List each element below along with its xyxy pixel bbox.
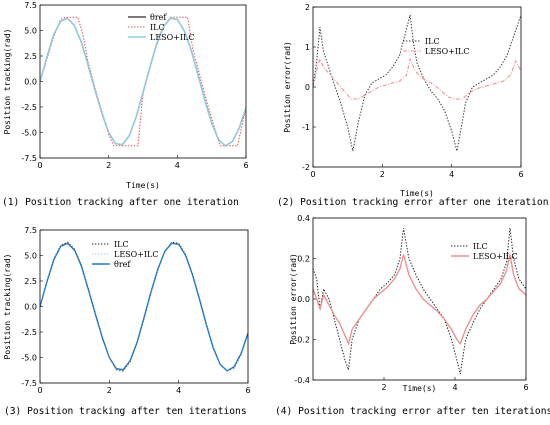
chart-1: -7.5 -5.0 -2.5 0.0 2.5 5.0 7.5 0 2 4 6 Time(s) Posit… bbox=[3, 1, 249, 190]
legend-label-2: LESO+ILC bbox=[473, 252, 518, 261]
x-tick-label-4: 6 bbox=[518, 170, 523, 179]
x-tick-label-1: 2 bbox=[381, 383, 386, 392]
legend-label-1: ILC bbox=[425, 37, 440, 46]
y-tick-label-2: -1 bbox=[302, 123, 310, 132]
x-axis-label: Time(s) bbox=[400, 189, 434, 198]
y-tick-label-1: -0.4 bbox=[294, 376, 310, 385]
y-tick-label-4: 1 bbox=[305, 43, 310, 52]
x-tick-label-2: 2 bbox=[106, 161, 111, 170]
plot-frame bbox=[39, 4, 247, 159]
legend-label-1: ILC bbox=[114, 240, 129, 249]
caption-4: (4) Position tracking error after ten it… bbox=[275, 406, 550, 417]
y-tick-label-4: 0.0 bbox=[24, 78, 37, 87]
x-tick-label-2: 4 bbox=[452, 383, 457, 392]
legend-label-2: LESO+ILC bbox=[114, 250, 159, 259]
series-line-1 bbox=[40, 241, 248, 372]
x-axis-label: Time(s) bbox=[403, 384, 437, 393]
y-tick-label-7: 7.5 bbox=[24, 226, 37, 235]
y-tick-label-6: 5.0 bbox=[24, 27, 37, 36]
series-line-2 bbox=[313, 254, 526, 346]
y-tick-label-5: 2.5 bbox=[24, 52, 37, 61]
x-tick-label-1: 0 bbox=[37, 386, 42, 395]
y-tick-label-5: 2.5 bbox=[24, 277, 37, 286]
legend-label-3: θref bbox=[114, 260, 131, 269]
series-line-1 bbox=[313, 14, 521, 152]
y-tick-label-2: -0.2 bbox=[294, 336, 310, 345]
y-tick-label-3: 0.0 bbox=[297, 295, 310, 304]
y-tick-label-2: -5.0 bbox=[21, 129, 37, 138]
y-tick-label-3: 0 bbox=[305, 83, 310, 92]
y-axis-label: Position tracking(rad) bbox=[3, 29, 12, 135]
legend-label-2: LESO+ILC bbox=[425, 47, 470, 56]
y-tick-label-4: 0.2 bbox=[297, 255, 310, 264]
chart-3: -7.5 -5.0 -2.5 0.0 2.5 5.0 7.5 0 2 4 6 Position tra… bbox=[3, 226, 251, 395]
y-tick-label-1: -2 bbox=[302, 163, 310, 172]
series-line-3 bbox=[40, 242, 248, 372]
x-tick-label-2: 2 bbox=[380, 170, 385, 179]
chart-2: -2 -1 0 1 2 0 2 4 6 Time(s) Position error(rad) ILC… bbox=[283, 3, 524, 198]
y-tick-label-3: -2.5 bbox=[21, 328, 37, 337]
legend-label-3: LESO+ILC bbox=[150, 33, 195, 42]
series-line-2 bbox=[40, 16, 246, 147]
y-tick-label-5: 2 bbox=[305, 3, 310, 12]
y-tick-label-4: 0.0 bbox=[24, 303, 37, 312]
y-tick-label-7: 7.5 bbox=[24, 1, 37, 10]
x-tick-label-3: 6 bbox=[523, 383, 528, 392]
x-tick-label-1: 0 bbox=[310, 170, 315, 179]
y-tick-label-3: -2.5 bbox=[21, 103, 37, 112]
x-tick-label-4: 6 bbox=[243, 161, 248, 170]
chart-4: -0.4 -0.2 0.0 0.2 0.4 2 4 6 Time(s) Position erro… bbox=[289, 214, 529, 393]
series-line-2 bbox=[313, 57, 521, 100]
caption-2: (2) Position tracking error after one it… bbox=[277, 197, 548, 208]
series-line-3 bbox=[40, 17, 246, 147]
x-tick-label-3: 4 bbox=[176, 386, 181, 395]
legend-label-2: ILC bbox=[150, 23, 165, 32]
legend-label-1: θref bbox=[150, 13, 167, 22]
series-line-2 bbox=[40, 242, 248, 372]
x-tick-label-3: 4 bbox=[175, 161, 180, 170]
caption-1: (1) Position tracking after one iteratio… bbox=[2, 197, 239, 208]
caption-3: (3) Position tracking after ten iteratio… bbox=[4, 406, 247, 417]
y-tick-label-5: 0.4 bbox=[297, 214, 310, 223]
y-tick-label-1: -7.5 bbox=[21, 154, 37, 163]
plot-frame bbox=[312, 217, 527, 381]
plot-frame bbox=[312, 6, 522, 168]
legend-label-1: ILC bbox=[473, 242, 488, 251]
y-axis-label: Position tracking(rad) bbox=[3, 254, 12, 360]
y-axis-label: Position error(rad) bbox=[283, 41, 292, 133]
x-tick-label-3: 4 bbox=[449, 170, 454, 179]
x-axis-label: Time(s) bbox=[126, 181, 160, 190]
y-tick-label-6: 5.0 bbox=[24, 252, 37, 261]
y-axis-label: Position error(rad) bbox=[289, 253, 298, 345]
x-tick-label-4: 6 bbox=[245, 386, 250, 395]
x-tick-label-2: 2 bbox=[107, 386, 112, 395]
series-line-1 bbox=[313, 228, 526, 375]
y-tick-label-2: -5.0 bbox=[21, 354, 37, 363]
y-tick-label-1: -7.5 bbox=[21, 379, 37, 388]
x-tick-label-1: 0 bbox=[37, 161, 42, 170]
